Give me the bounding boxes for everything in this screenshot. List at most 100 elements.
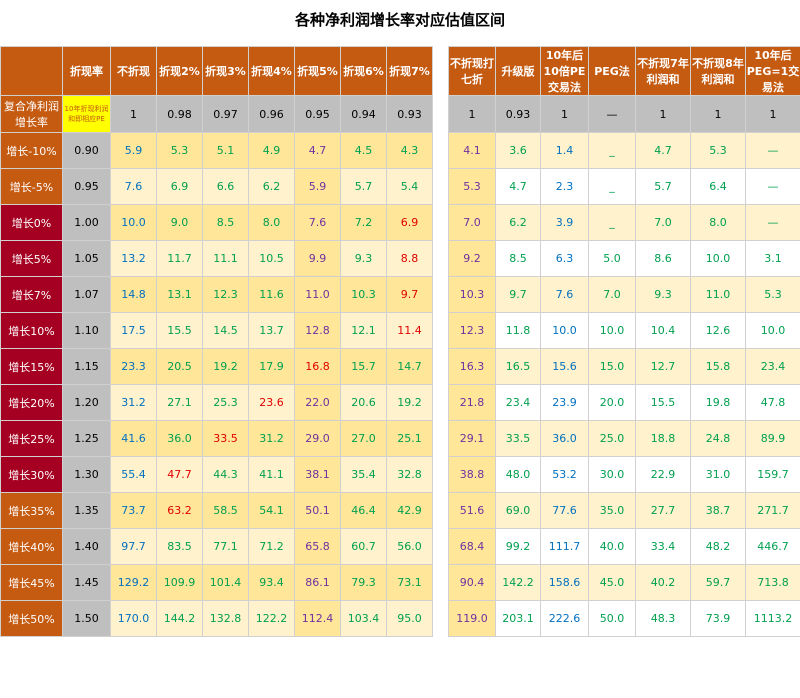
- value-cell: 10.0: [588, 312, 636, 349]
- rate-cell: 1.35: [62, 492, 111, 529]
- value-cell: 7.6: [294, 204, 341, 241]
- value-cell: 23.9: [540, 384, 589, 421]
- value-cell: 132.8: [202, 600, 249, 637]
- row: 增长10% 1.10 17.5 15.5 14.5 13.7 12.8 12.1 11.4 12.…: [0, 312, 800, 349]
- value-cell: 11.8: [495, 312, 541, 349]
- value-cell: 90.4: [448, 564, 496, 601]
- value-cell: 7.6: [540, 276, 589, 313]
- value-cell: 32.8: [386, 456, 433, 493]
- value-cell: 99.2: [495, 528, 541, 565]
- row-label: 增长7%: [0, 276, 63, 313]
- value-cell: 21.8: [448, 384, 496, 421]
- value-cell: 14.8: [110, 276, 157, 313]
- subheader-cell: 0.93: [495, 95, 541, 133]
- value-cell: 3.9: [540, 204, 589, 241]
- value-cell: 11.1: [202, 240, 249, 277]
- row: 增长35% 1.35 73.7 63.2 58.5 54.1 50.1 46.4 42.9 51.…: [0, 492, 800, 529]
- gap: [432, 168, 449, 205]
- value-cell: 13.7: [248, 312, 295, 349]
- value-cell: 23.4: [745, 348, 800, 385]
- row-label: 增长15%: [0, 348, 63, 385]
- value-cell: 222.6: [540, 600, 589, 637]
- value-cell: 1113.2: [745, 600, 800, 637]
- rate-cell: 1.45: [62, 564, 111, 601]
- value-cell: 4.7: [495, 168, 541, 205]
- value-cell: 73.7: [110, 492, 157, 529]
- column-header: 不折现: [110, 46, 157, 96]
- value-cell: 58.5: [202, 492, 249, 529]
- rate-cell: 1.00: [62, 204, 111, 241]
- value-cell: 8.5: [495, 240, 541, 277]
- column-header: 不折现打七折: [448, 46, 496, 96]
- value-cell: 10.3: [448, 276, 496, 313]
- value-cell: 35.4: [340, 456, 387, 493]
- value-cell: 29.1: [448, 420, 496, 457]
- rate-cell: 0.95: [62, 168, 111, 205]
- value-cell: 12.1: [340, 312, 387, 349]
- value-cell: 16.3: [448, 348, 496, 385]
- value-cell: 44.3: [202, 456, 249, 493]
- row: 增长45% 1.45 129.2 109.9 101.4 93.4 86.1 79.3 73.1…: [0, 564, 800, 601]
- subheader-cell: 1: [690, 95, 746, 133]
- value-cell: 54.1: [248, 492, 295, 529]
- row: 折现率 不折现 折现2% 折现3% 折现4% 折现5% 折现6% 折现7% 不折现打七折 升级版 1…: [0, 46, 800, 96]
- subheader-cell: 0.97: [202, 95, 249, 133]
- value-cell: 271.7: [745, 492, 800, 529]
- value-cell: 3.1: [745, 240, 800, 277]
- value-cell: 47.7: [156, 456, 203, 493]
- value-cell: 48.3: [635, 600, 691, 637]
- value-cell: 10.4: [635, 312, 691, 349]
- value-cell: 7.2: [340, 204, 387, 241]
- column-header: 10年后PEG=1交易法: [745, 46, 800, 96]
- value-cell: 27.1: [156, 384, 203, 421]
- value-cell: 20.5: [156, 348, 203, 385]
- value-cell: 25.0: [588, 420, 636, 457]
- value-cell: 19.2: [202, 348, 249, 385]
- value-cell: 15.6: [540, 348, 589, 385]
- value-cell: 8.6: [635, 240, 691, 277]
- column-header: PEG法: [588, 46, 636, 96]
- value-cell: 12.6: [690, 312, 746, 349]
- value-cell: 18.8: [635, 420, 691, 457]
- value-cell: 713.8: [745, 564, 800, 601]
- value-cell: 15.7: [340, 348, 387, 385]
- row: 增长20% 1.20 31.2 27.1 25.3 23.6 22.0 20.6 19.2 21.…: [0, 384, 800, 421]
- row: 增长50% 1.50 170.0 144.2 132.8 122.2 112.4 103.4 9…: [0, 600, 800, 637]
- value-cell: 23.6: [248, 384, 295, 421]
- row-label: 增长45%: [0, 564, 63, 601]
- value-cell: 17.5: [110, 312, 157, 349]
- value-cell: 12.3: [202, 276, 249, 313]
- gap: [432, 600, 449, 637]
- value-cell: 15.5: [156, 312, 203, 349]
- value-cell: 170.0: [110, 600, 157, 637]
- value-cell: 15.0: [588, 348, 636, 385]
- value-cell: —: [745, 204, 800, 241]
- rate-cell: 0.90: [62, 132, 111, 169]
- value-cell: 5.9: [110, 132, 157, 169]
- value-cell: 11.0: [294, 276, 341, 313]
- value-cell: 33.5: [495, 420, 541, 457]
- value-cell: 83.5: [156, 528, 203, 565]
- value-cell: 50.1: [294, 492, 341, 529]
- subheader-cell: 0.95: [294, 95, 341, 133]
- gap: [432, 95, 449, 133]
- gap: [432, 420, 449, 457]
- value-cell: 6.2: [495, 204, 541, 241]
- column-header: 折现3%: [202, 46, 249, 96]
- value-cell: _: [588, 132, 636, 169]
- value-cell: 9.7: [386, 276, 433, 313]
- value-cell: 7.0: [448, 204, 496, 241]
- value-cell: 144.2: [156, 600, 203, 637]
- value-cell: 12.3: [448, 312, 496, 349]
- gap: [432, 564, 449, 601]
- rate-cell: 1.10: [62, 312, 111, 349]
- gap: [432, 240, 449, 277]
- value-cell: 31.2: [110, 384, 157, 421]
- row-label: 增长5%: [0, 240, 63, 277]
- column-header: 折现7%: [386, 46, 433, 96]
- value-cell: 16.8: [294, 348, 341, 385]
- value-cell: 89.9: [745, 420, 800, 457]
- value-cell: 5.3: [745, 276, 800, 313]
- value-cell: 97.7: [110, 528, 157, 565]
